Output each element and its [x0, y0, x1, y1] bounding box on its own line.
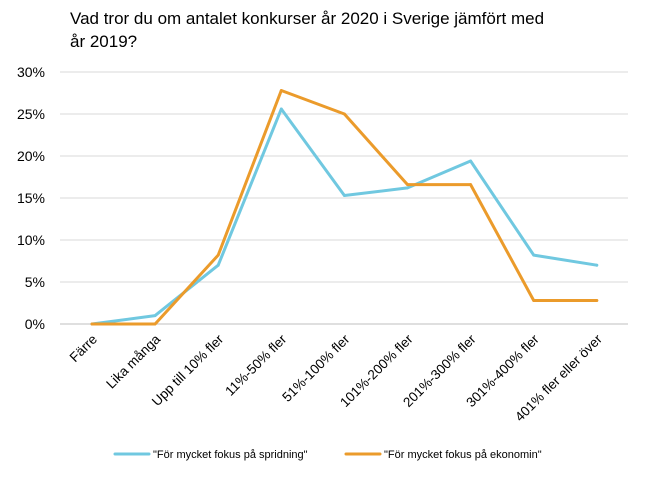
legend-label-1: "För mycket fokus på spridning": [153, 449, 308, 461]
chart-title-line-1: Vad tror du om antalet konkurser år 2020…: [70, 9, 544, 28]
x-tick-label: Lika många: [103, 331, 163, 391]
series-1-point: [153, 314, 157, 317]
series-1-point: [469, 159, 472, 163]
series-1-point: [216, 263, 220, 267]
x-tick-label: Färre: [67, 332, 100, 365]
y-tick-label: 30%: [17, 64, 45, 80]
y-tick-label: 20%: [17, 148, 45, 164]
series-2-point: [406, 183, 409, 186]
chart-title: Vad tror du om antalet konkurser år 2020…: [70, 9, 544, 51]
x-tick-label: 11%-50% fler: [222, 331, 290, 399]
series-2-point: [532, 299, 536, 302]
series-2-point: [216, 253, 220, 257]
series-2-point: [153, 322, 157, 326]
series-2-point: [595, 299, 599, 302]
legend: "För mycket fokus på spridning" "För myck…: [113, 449, 542, 461]
y-tick-label: 5%: [25, 274, 45, 290]
y-axis-ticks: 0% 5% 10% 15% 20% 25% 30%: [17, 64, 45, 332]
series-line-1: [90, 107, 599, 326]
series-1-point: [279, 107, 283, 111]
series-1-point: [595, 263, 599, 267]
y-tick-label: 10%: [17, 232, 45, 248]
series-2-point: [90, 322, 94, 326]
series-lines: [90, 89, 599, 326]
y-tick-label: 0%: [25, 316, 45, 332]
series-2-point: [279, 89, 283, 92]
chart-title-line-2: år 2019?: [70, 32, 137, 51]
gridlines: [60, 71, 628, 325]
series-1-point: [532, 253, 536, 257]
series-line-2: [90, 89, 599, 326]
legend-label-2: "För mycket fokus på ekonomin": [384, 449, 542, 461]
series-2-point: [469, 183, 472, 186]
series-2-point: [343, 112, 346, 116]
y-tick-label: 15%: [17, 190, 45, 206]
series-1-point: [406, 186, 409, 190]
series-1-point: [343, 194, 346, 197]
y-tick-label: 25%: [17, 106, 45, 122]
